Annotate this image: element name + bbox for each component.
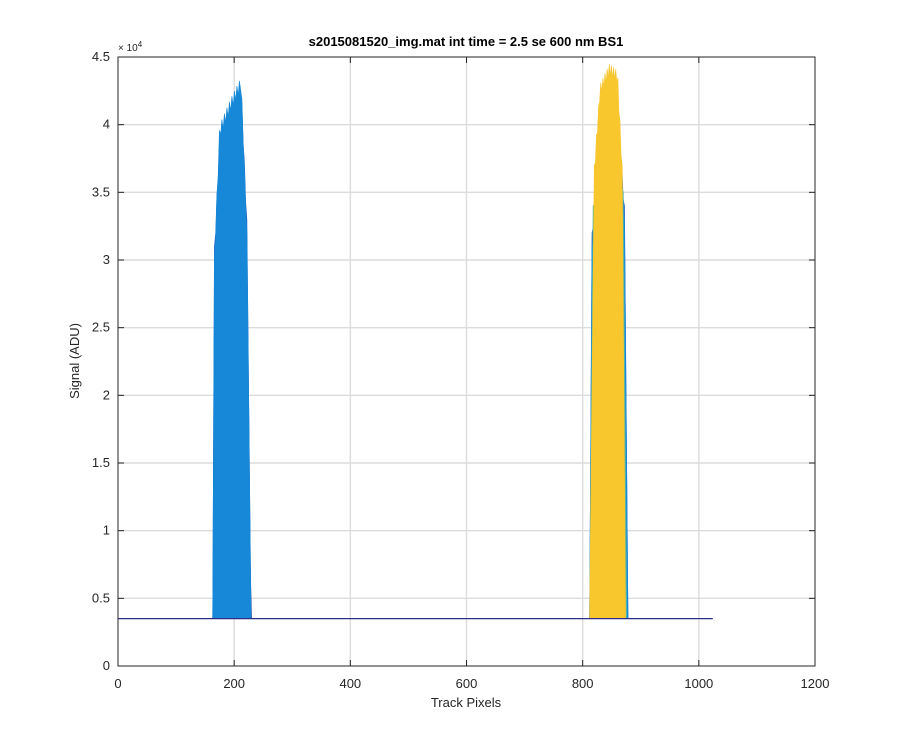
y-exponent-label: × 104 [118,40,143,54]
row-yellow-peak-1 [589,63,626,619]
y-tick-label: 1 [103,523,110,538]
y-tick-label: 2.5 [92,320,110,335]
y-axis-label: Signal (ADU) [67,323,82,399]
y-tick-label: 1.5 [92,455,110,470]
x-tick-label: 0 [114,676,121,691]
y-tick-label: 4.5 [92,49,110,64]
row-light-blue-peak-1 [212,80,252,619]
x-tick-label: 1200 [801,676,830,691]
y-tick-label: 4 [103,117,110,132]
y-tick-label: 2 [103,387,110,402]
x-axis-label: Track Pixels [431,695,502,710]
series-layer [118,63,713,620]
y-tick-label: 3.5 [92,184,110,199]
x-tick-label: 400 [339,676,361,691]
y-tick-label: 0 [103,658,110,673]
x-tick-label: 200 [223,676,245,691]
ticks: 0 200 400 600 800 1000 1200 0 0.5 1 1.5 2 2.5 3 3.5 4 4.… [92,49,830,691]
y-tick-label: 3 [103,252,110,267]
x-tick-label: 800 [572,676,594,691]
x-tick-label: 600 [456,676,478,691]
chart-title: s2015081520_img.mat int time = 2.5 se 60… [309,34,624,49]
y-tick-label: 0.5 [92,590,110,605]
x-tick-label: 1000 [684,676,713,691]
